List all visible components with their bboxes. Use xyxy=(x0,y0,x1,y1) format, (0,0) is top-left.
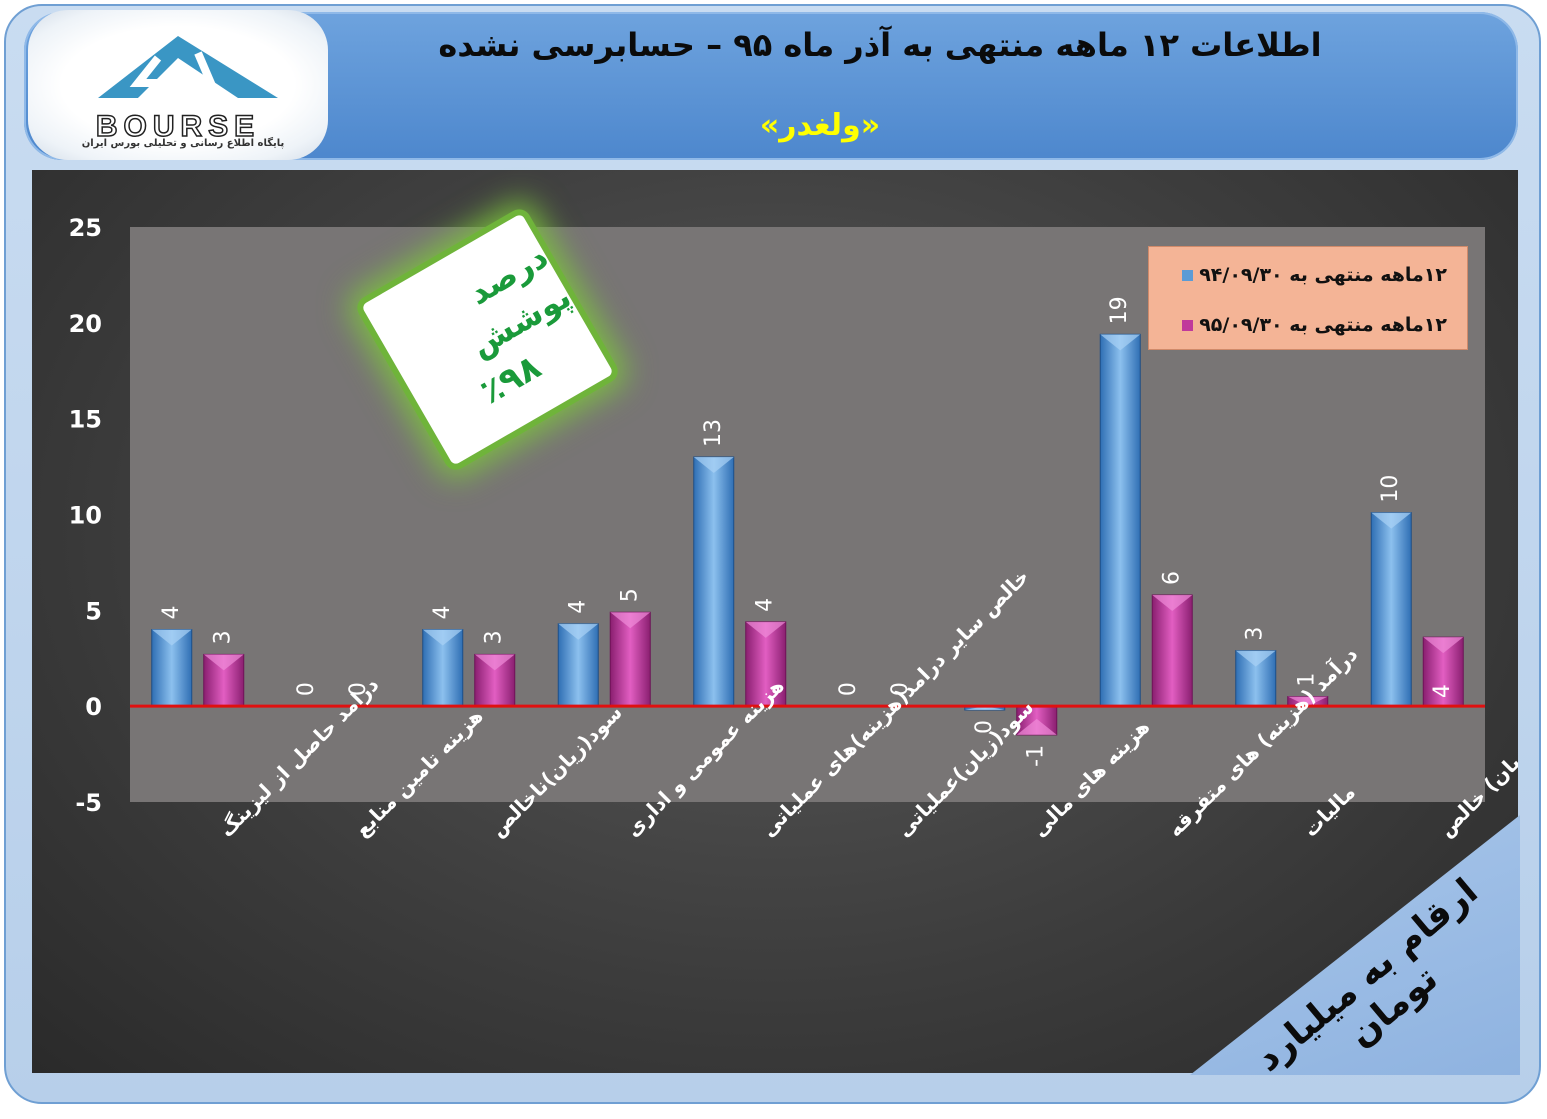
data-label-series-1: 19 xyxy=(1107,296,1132,324)
data-label-series-1: 0 xyxy=(294,682,319,696)
data-label-series-2: 4 xyxy=(1430,684,1455,698)
data-label-series-2: 4 xyxy=(753,598,778,612)
logo-wordmark: BOURSE xyxy=(96,110,260,143)
data-label-series-2: 5 xyxy=(617,588,642,602)
data-label-series-2: 0 xyxy=(346,682,371,696)
bar-cap-series-2 xyxy=(610,612,651,629)
bar-cap-series-1 xyxy=(1100,334,1141,351)
data-label-series-1: 3 xyxy=(1243,627,1268,641)
legend-item-series-2: ۱۲ماهه منتهی به ۹۵/۰۹/۳۰ xyxy=(1182,312,1447,338)
company-name: «ولغدر» xyxy=(759,108,881,143)
data-label-series-1: 10 xyxy=(1378,475,1403,503)
legend-item-series-1: ۱۲ماهه منتهی به ۹۴/۰۹/۳۰ xyxy=(1182,262,1447,288)
bar-series-2 xyxy=(1151,594,1193,707)
data-label-series-1: 0 xyxy=(972,720,997,734)
y-tick-label: 15 xyxy=(69,406,102,434)
y-tick-label: 25 xyxy=(69,214,102,242)
bar-cap-series-2 xyxy=(203,654,244,671)
y-tick-label: 20 xyxy=(69,310,102,338)
bar-cap-series-2 xyxy=(474,654,515,671)
data-label-series-2: -1 xyxy=(1024,745,1049,767)
bar-cap-series-2 xyxy=(1016,718,1057,735)
page-title: اطلاعات ۱۲ ماهه منتهی به آذر ماه ۹۵ – حس… xyxy=(438,26,1322,64)
bar-cap-series-2 xyxy=(1287,696,1328,707)
data-label-series-1: 0 xyxy=(836,682,861,696)
bar-cap-series-1 xyxy=(422,629,463,646)
bar-cap-series-1 xyxy=(964,706,1005,710)
logo: BOURSE پایگاه اطلاع رسانی و تحلیلی بورس … xyxy=(28,10,328,160)
legend-swatch-series-1 xyxy=(1182,269,1194,281)
y-tick-label: 10 xyxy=(69,502,102,530)
data-label-series-1: 4 xyxy=(159,606,184,620)
bar-series-1 xyxy=(693,456,735,707)
bar-cap-series-1 xyxy=(1235,650,1276,667)
bar-cap-series-1 xyxy=(151,629,192,646)
bar-cap-series-1 xyxy=(1371,512,1412,529)
bar-cap-series-2 xyxy=(1152,595,1193,611)
data-label-series-1: 4 xyxy=(565,600,590,614)
legend: ۱۲ماهه منتهی به ۹۴/۰۹/۳۰ ۱۲ماهه منتهی به… xyxy=(1148,246,1468,350)
bar-cap-series-2 xyxy=(745,621,786,638)
bar-cap-series-1 xyxy=(693,457,734,473)
legend-swatch-series-2 xyxy=(1182,319,1194,331)
data-label-series-2: 3 xyxy=(211,630,236,644)
data-label-series-2: 6 xyxy=(1159,571,1184,585)
y-tick-label: 0 xyxy=(85,693,102,721)
bar-series-1 xyxy=(1370,512,1412,707)
bar-series-1 xyxy=(1099,333,1141,707)
legend-label-series-1: ۱۲ماهه منتهی به ۹۴/۰۹/۳۰ xyxy=(1199,264,1447,286)
data-label-series-2: 0 xyxy=(888,682,913,696)
legend-label-series-2: ۱۲ماهه منتهی به ۹۵/۰۹/۳۰ xyxy=(1199,314,1447,336)
bar-cap-series-1 xyxy=(558,623,599,640)
y-tick-label: 5 xyxy=(85,597,102,625)
data-label-series-2: 3 xyxy=(482,630,507,644)
logo-caption: پایگاه اطلاع رسانی و تحلیلی بورس ایران xyxy=(81,138,285,149)
bar-cap-series-2 xyxy=(1423,637,1464,654)
data-label-series-1: 13 xyxy=(701,419,726,447)
data-label-series-2: 1 xyxy=(1295,673,1320,687)
logo-mark-icon: BOURSE xyxy=(95,36,278,144)
data-label-series-1: 4 xyxy=(430,606,455,620)
y-tick-label: -5 xyxy=(75,789,102,817)
